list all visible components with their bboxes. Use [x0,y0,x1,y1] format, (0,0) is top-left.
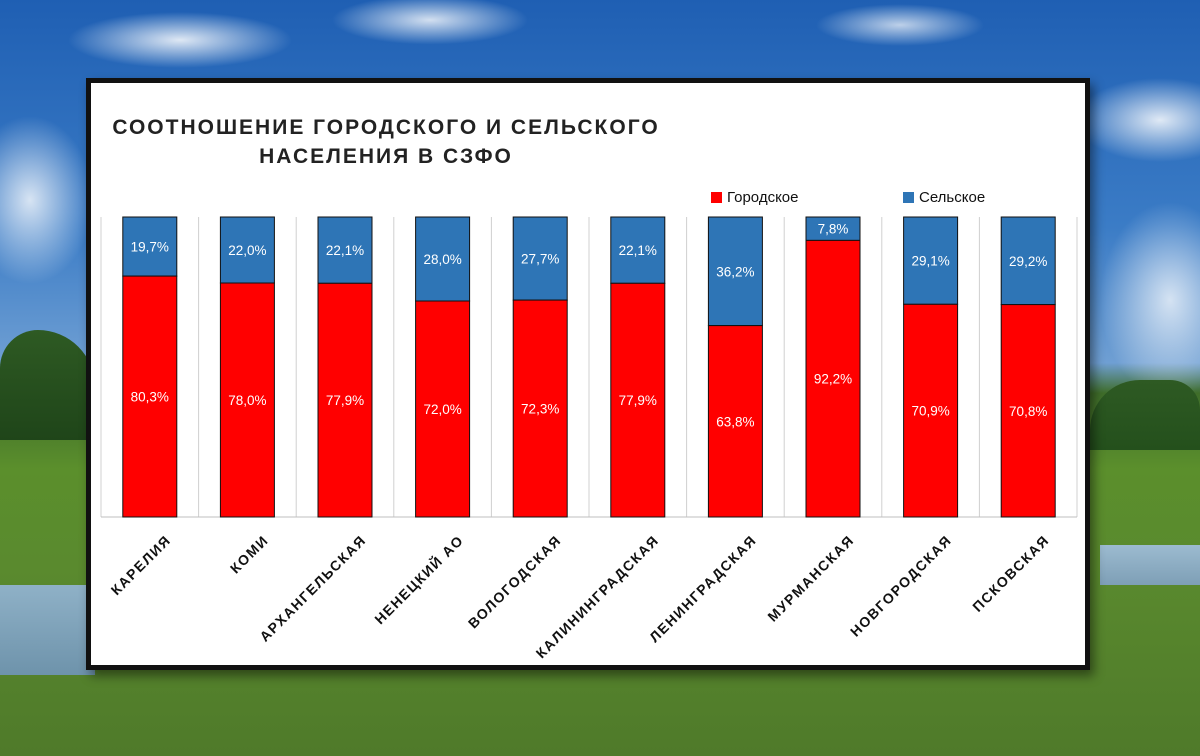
legend-item-urban: Городское [711,189,798,206]
bar-urban [1000,304,1056,518]
stacked-bar-plot: 19,7% 80,3% КАРЕЛИЯ 22,0% 78,0% КОМИ 22,1% 77,9… [100,216,1078,661]
data-label-urban: 70,8% [1009,404,1047,419]
category-tick-label: НЕНЕЦКИЙ АО [371,531,467,627]
data-label-urban: 72,3% [521,402,559,417]
bar-rural [219,216,275,284]
data-label-urban: 77,9% [326,393,364,408]
bar-rural [415,216,471,302]
category-tick-label: МУРМАНСКАЯ [764,532,857,625]
category-tick-label: КОМИ [227,532,272,577]
legend-item-rural: Сельское [903,189,985,206]
bar-urban [610,282,666,518]
bar-urban [903,303,959,518]
data-label-rural: 22,1% [619,243,657,258]
bar-urban [805,239,861,518]
legend-label-rural: Сельское [919,189,986,206]
bar-rural [512,216,568,301]
category-tick-label: ЛЕНИНГРАДСКАЯ [646,532,759,645]
data-label-rural: 22,1% [326,243,364,258]
bar-urban [219,282,275,518]
category-tick-label: ПСКОВСКАЯ [969,532,1052,615]
chart-panel: СООТНОШЕНИЕ ГОРОДСКОГО И СЕЛЬСКОГО НАСЕЛ… [86,78,1090,670]
legend-swatch-rural [903,192,914,203]
bar-urban [122,275,178,518]
data-label-rural: 29,2% [1009,254,1047,269]
data-label-rural: 36,2% [716,264,754,279]
bar-urban [707,325,763,518]
tree-line-left [0,330,95,440]
lake-left [0,585,95,675]
category-tick-label: ВОЛОГОДСКАЯ [465,532,565,632]
category-tick-label: НОВГОРОДСКАЯ [847,532,955,640]
data-label-rural: 29,1% [911,254,949,269]
lake-right [1100,545,1200,585]
data-label-rural: 19,7% [131,240,169,255]
category-tick-label: АРХАНГЕЛЬСКАЯ [256,532,369,645]
data-label-urban: 63,8% [716,414,754,429]
tree-line-right [1090,380,1200,450]
data-label-urban: 92,2% [814,372,852,387]
data-label-rural: 27,7% [521,252,559,267]
data-label-urban: 78,0% [228,393,266,408]
bar-rural [317,216,373,284]
data-label-urban: 77,9% [619,393,657,408]
bar-urban [415,300,471,518]
category-tick-label: КАРЕЛИЯ [108,532,174,598]
data-label-rural: 28,0% [423,252,461,267]
bar-urban [317,282,373,518]
data-label-urban: 72,0% [423,402,461,417]
bar-rural [1000,216,1056,306]
bar-urban [512,299,568,518]
legend-label-urban: Городское [727,189,799,206]
data-label-urban: 70,9% [911,404,949,419]
data-label-urban: 80,3% [131,390,169,405]
legend-swatch-urban [711,192,722,203]
data-label-rural: 22,0% [228,243,266,258]
bar-rural [707,216,763,327]
data-label-rural: 7,8% [818,222,849,237]
chart-title: СООТНОШЕНИЕ ГОРОДСКОГО И СЕЛЬСКОГО НАСЕЛ… [112,116,660,168]
